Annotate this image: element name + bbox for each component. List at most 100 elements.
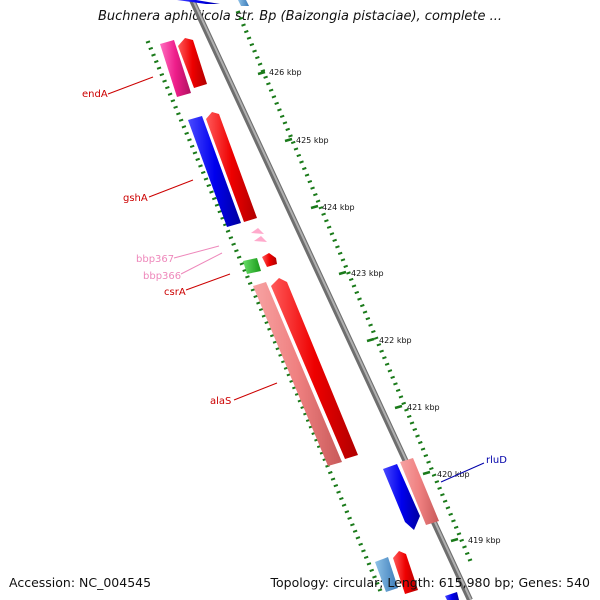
outer-tick <box>246 36 252 40</box>
outer-tick <box>420 447 426 451</box>
scale-label-426: 426 kbp <box>269 68 302 77</box>
outer-tick <box>279 114 285 119</box>
outer-tick <box>359 303 365 308</box>
gene-red-arrow-1[interactable] <box>178 38 207 88</box>
svg-text:csrA: csrA <box>164 287 186 298</box>
outer-tick <box>255 56 260 60</box>
gene-bbp366-mark[interactable] <box>254 236 267 242</box>
inner-tick <box>145 40 151 44</box>
inner-tick <box>355 536 361 540</box>
outer-tick <box>310 186 315 190</box>
accession-text: Accession: NC_004545 <box>9 575 152 590</box>
inner-tick <box>374 581 380 586</box>
gene-alaS-bar[interactable] <box>253 282 342 466</box>
feature-bottom-blue[interactable] <box>445 592 459 600</box>
gene-label-bbp366[interactable]: bbp366 <box>143 252 223 282</box>
outer-tick <box>241 23 246 27</box>
outer-tick <box>335 245 340 249</box>
outer-tick <box>395 388 401 393</box>
gene-label-alaS[interactable]: alaS <box>210 382 278 407</box>
outer-tick <box>453 525 459 530</box>
svg-text:gshA: gshA <box>123 193 148 204</box>
outer-tick <box>368 323 373 327</box>
inner-tick <box>361 549 366 553</box>
gene-red-arrow-3[interactable] <box>262 253 277 267</box>
inner-tick <box>151 53 156 57</box>
outer-tick <box>348 277 354 282</box>
outer-tick <box>332 238 337 242</box>
gene-label-endA[interactable]: endA <box>82 76 154 100</box>
outer-tick <box>365 316 371 321</box>
inner-tick <box>178 118 184 122</box>
inner-tick <box>159 72 165 77</box>
inner-tick <box>327 470 333 475</box>
outer-tick <box>451 519 456 523</box>
inner-tick <box>236 255 242 259</box>
gene-endA-bar[interactable] <box>160 40 191 97</box>
inner-tick <box>203 177 209 181</box>
inner-tick <box>228 236 234 240</box>
outer-tick <box>274 101 279 105</box>
inner-tick <box>173 105 178 109</box>
outer-tick <box>321 212 326 216</box>
inner-tick <box>256 301 261 305</box>
svg-text:endA: endA <box>82 89 108 100</box>
inner-tick <box>195 157 201 162</box>
gene-csrA-box[interactable] <box>243 258 261 274</box>
gene-label-rluD[interactable]: rluD <box>440 455 507 483</box>
outer-tick <box>268 88 274 92</box>
outer-tick <box>346 271 351 275</box>
feature-bottom-steel[interactable] <box>375 557 398 592</box>
gene-blue-arrow-rluD[interactable] <box>383 464 420 530</box>
outer-tick <box>409 421 415 425</box>
outer-tick <box>340 258 346 262</box>
feature-bottom-red[interactable] <box>393 551 418 594</box>
outer-tick <box>423 453 429 458</box>
gene-label-gshA[interactable]: gshA <box>123 179 194 204</box>
scale-label-425: 425 kbp <box>296 136 329 145</box>
inner-tick <box>209 190 214 194</box>
gene-bbp367-mark[interactable] <box>251 228 264 234</box>
gene-gshA-bar[interactable] <box>188 116 241 227</box>
outer-tick <box>445 506 451 510</box>
outer-tick <box>412 427 418 432</box>
outer-tick <box>390 375 395 379</box>
gene-red-arrow-2[interactable] <box>206 112 257 222</box>
outer-tick <box>354 290 360 295</box>
outer-tick <box>249 42 255 47</box>
inner-tick <box>211 196 217 201</box>
inner-tick <box>156 66 162 70</box>
inner-tick <box>217 209 223 214</box>
inner-tick <box>245 275 250 279</box>
inner-tick <box>258 307 264 312</box>
outer-tick <box>382 356 387 360</box>
svg-text:rluD: rluD <box>486 455 507 466</box>
outer-tick <box>238 16 244 21</box>
outer-tick <box>324 219 329 223</box>
outer-tick <box>277 108 282 112</box>
inner-tick <box>148 46 154 51</box>
feature-top-blue[interactable] <box>177 0 220 4</box>
inner-tick <box>330 477 336 481</box>
inner-tick <box>225 229 231 233</box>
feature-top-steel[interactable] <box>238 0 249 6</box>
inner-tick <box>231 242 236 246</box>
inner-tick <box>352 529 358 533</box>
outer-tick <box>442 499 448 503</box>
gene-label-bbp367[interactable]: bbp367 <box>136 245 220 265</box>
outer-tick <box>252 49 257 53</box>
outer-tick <box>362 310 368 314</box>
gene-red-arrow-4[interactable] <box>271 278 358 459</box>
outer-tick <box>266 82 271 86</box>
inner-tick <box>336 490 341 494</box>
outer-tick <box>437 486 442 490</box>
outer-tick <box>357 297 362 301</box>
inner-tick <box>189 144 195 149</box>
svg-text:bbp366: bbp366 <box>143 271 181 282</box>
outer-tick <box>456 532 462 536</box>
gene-rluD-bar[interactable] <box>400 458 439 525</box>
inner-tick <box>253 294 259 299</box>
gene-label-csrA[interactable]: csrA <box>164 273 231 298</box>
outer-tick <box>429 467 434 471</box>
